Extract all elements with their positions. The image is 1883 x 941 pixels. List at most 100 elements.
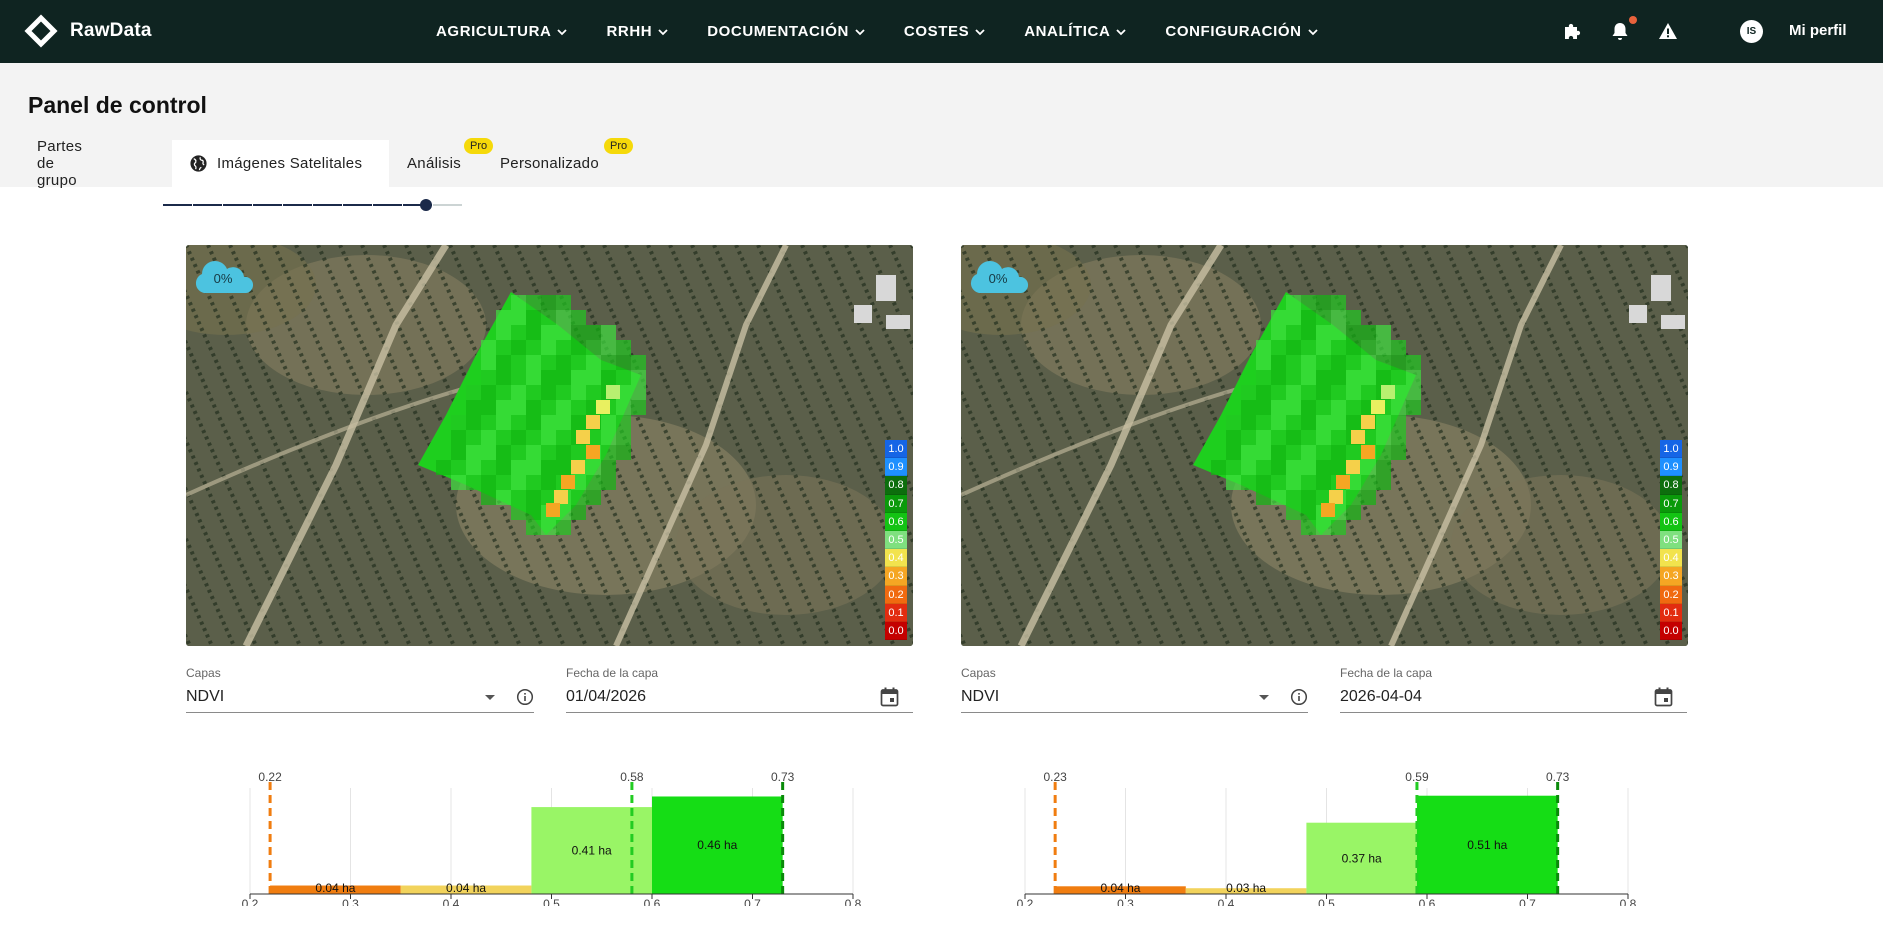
tab-label: Personalizado [500,155,599,172]
layer-value: NDVI [961,688,1000,705]
dropdown-arrow-icon[interactable] [484,694,496,702]
scale-step: 0.5 [1660,530,1682,550]
nav-label: DOCUMENTACIÓN [707,23,849,40]
avatar[interactable]: IS [1740,20,1763,43]
scale-step: 0.0 [885,621,907,641]
tab-imagenes-satelitales[interactable]: Imágenes Satelitales [172,140,389,187]
bar-label: 0.41 ha [572,844,612,858]
scale-step: 0.6 [885,512,907,531]
date-value: 2026-04-04 [1340,688,1422,705]
histogram-bar[interactable] [1416,795,1558,894]
scale-step: 0.2 [885,585,907,604]
scale-step: 0.3 [1660,567,1682,586]
layers-underline [186,712,534,713]
ndvi-scale-legend: 1.0 0.9 0.8 0.7 0.6 0.5 0.4 0.3 0.2 0.1 0.0 [1660,440,1682,641]
date-value: 01/04/2026 [566,688,647,705]
nav-costes[interactable]: COSTES [904,23,986,40]
histogram-bar[interactable] [1306,822,1417,894]
bar-label: 0.04 ha [1100,881,1140,895]
histogram-bar[interactable] [1055,886,1186,894]
scale-step: 1.0 [1660,440,1682,459]
tab-analisis[interactable]: Análisis [407,140,461,187]
ndvi-scale-legend: 1.0 0.9 0.8 0.7 0.6 0.5 0.4 0.3 0.2 0.1 0.0 [885,440,907,641]
date-input[interactable]: 01/04/2026 [566,688,866,712]
chevron-down-icon [1116,28,1127,35]
chevron-down-icon [975,28,985,35]
tab-label: Análisis [407,155,462,172]
scale-step: 0.1 [1660,603,1682,622]
layers-underline [961,712,1308,713]
satellite-map-2[interactable]: 0% 1.0 0.9 0.8 0.7 0.6 0.5 0.4 0.3 0.2 0.1 0.0 [961,245,1688,646]
scale-step: 0.6 [1660,512,1682,531]
timeline-handle[interactable] [420,199,432,211]
date-label: Fecha de la capa [1340,666,1433,680]
threshold-label: 0.73 [1546,770,1570,784]
threshold-label: 0.58 [620,770,644,784]
bar-label: 0.04 ha [446,881,486,895]
date-input[interactable]: 2026-04-04 [1340,688,1640,712]
top-navbar: RawData AGRICULTURA RRHH DOCUMENTACIÓN C… [0,0,1883,63]
scale-step: 0.8 [1660,476,1682,495]
scale-step: 0.8 [885,476,907,495]
histogram-bar[interactable] [1185,888,1307,894]
nav-agricultura[interactable]: AGRICULTURA [436,23,568,40]
scale-step: 1.0 [885,440,907,459]
puzzle-icon[interactable] [1561,20,1583,42]
calendar-icon[interactable] [880,687,899,707]
nav-analitica[interactable]: ANALÍTICA [1024,23,1127,40]
satellite-map-1[interactable]: 0% 1.0 0.9 0.8 0.7 0.6 0.5 0.4 0.3 0.2 0.1 0.0 [186,245,913,646]
scale-step: 0.9 [1660,458,1682,477]
info-icon[interactable] [1290,688,1308,706]
app-logo[interactable]: RawData [24,14,152,48]
profile-link[interactable]: Mi perfil [1789,22,1847,39]
cloud-coverage-label: 0% [213,271,233,286]
calendar-icon[interactable] [1654,687,1673,707]
threshold-label: 0.23 [1043,770,1067,784]
bar-label: 0.51 ha [1467,838,1507,852]
date-timeline-slider[interactable] [163,198,465,212]
scale-step: 0.4 [885,549,907,568]
histogram-bar[interactable] [652,796,783,894]
nav-label: COSTES [903,23,970,40]
nav-label: ANALÍTICA [1024,23,1111,40]
bell-icon[interactable] [1609,20,1631,42]
tab-label: Imágenes Satelitales [217,155,363,172]
bar-label: 0.46 ha [697,838,737,852]
info-icon[interactable] [516,688,534,706]
map-image [961,245,1688,646]
nav-label: AGRICULTURA [436,23,552,40]
tab-personalizado[interactable]: Personalizado [500,140,599,187]
cloud-coverage-label: 0% [988,271,1008,286]
date-label: Fecha de la capa [566,666,659,680]
scale-step: 0.7 [885,494,907,513]
cloud-icon [195,261,254,293]
histogram-bar[interactable] [270,885,401,894]
main-nav: AGRICULTURA RRHH DOCUMENTACIÓN COSTES AN… [436,0,1357,63]
chevron-down-icon [1307,28,1318,35]
histogram-bar[interactable] [400,885,532,894]
dropdown-arrow-icon[interactable] [1258,694,1270,702]
date-underline [1340,712,1687,713]
layers-label: Capas [961,666,996,680]
nav-rrhh[interactable]: RRHH [606,23,669,40]
scale-step: 0.2 [1660,585,1682,604]
bottom-edge [0,906,1883,941]
threshold-label: 0.59 [1405,770,1429,784]
layers-select[interactable]: NDVI [961,688,1275,712]
chevron-down-icon [658,28,668,35]
notification-dot [1629,16,1637,24]
scale-step: 0.0 [1660,621,1682,641]
app-name: RawData [70,20,152,41]
pro-badge: Pro [464,138,494,154]
nav-configuracion[interactable]: CONFIGURACIÓN [1165,23,1318,40]
nav-label: CONFIGURACIÓN [1165,23,1302,40]
warning-icon[interactable] [1657,20,1679,42]
nav-documentacion[interactable]: DOCUMENTACIÓN [707,23,866,40]
logo-icon [24,14,58,48]
chevron-down-icon [855,28,865,35]
layers-select[interactable]: NDVI [186,688,500,712]
bar-label: 0.37 ha [1342,851,1382,865]
scale-step: 0.9 [885,458,907,477]
tab-partes-de-grupo[interactable]: Partes de grupo [37,138,82,189]
nav-label: RRHH [606,23,653,40]
